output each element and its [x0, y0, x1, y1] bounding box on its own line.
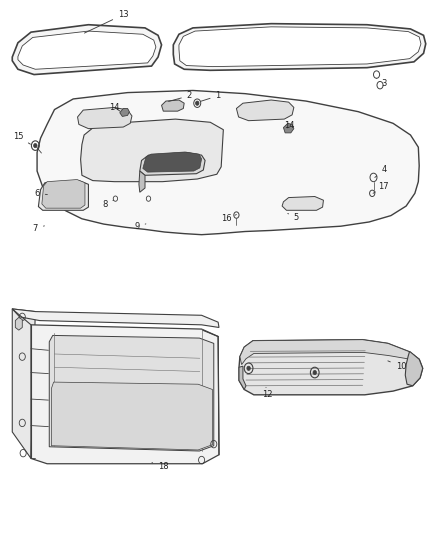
Circle shape	[122, 109, 127, 114]
Text: 13: 13	[85, 10, 129, 33]
Text: 18: 18	[152, 463, 169, 471]
Polygon shape	[240, 340, 415, 365]
Text: 10: 10	[388, 361, 406, 370]
Polygon shape	[162, 100, 184, 111]
Polygon shape	[37, 91, 419, 235]
Text: 5: 5	[288, 213, 299, 222]
Polygon shape	[81, 119, 223, 182]
Polygon shape	[239, 366, 246, 390]
Circle shape	[34, 143, 37, 148]
Text: 14: 14	[284, 122, 295, 131]
Polygon shape	[78, 108, 132, 128]
Polygon shape	[179, 27, 421, 67]
Text: 2: 2	[169, 91, 192, 101]
Polygon shape	[18, 31, 156, 69]
Polygon shape	[39, 181, 88, 211]
Text: 4: 4	[375, 166, 387, 177]
Polygon shape	[405, 351, 423, 386]
Polygon shape	[139, 171, 145, 192]
Polygon shape	[239, 340, 423, 395]
Polygon shape	[120, 109, 129, 116]
Polygon shape	[15, 317, 22, 330]
Circle shape	[313, 370, 317, 375]
Polygon shape	[51, 382, 212, 450]
Polygon shape	[237, 100, 294, 120]
Polygon shape	[140, 152, 205, 175]
Text: 9: 9	[134, 222, 146, 231]
Text: 17: 17	[373, 182, 389, 193]
Polygon shape	[12, 309, 35, 458]
Text: 16: 16	[222, 214, 237, 223]
Polygon shape	[49, 335, 214, 451]
Polygon shape	[282, 197, 323, 211]
Polygon shape	[143, 152, 201, 172]
Text: 6: 6	[35, 189, 47, 198]
Polygon shape	[173, 23, 426, 70]
Polygon shape	[12, 309, 219, 327]
Text: 7: 7	[33, 224, 44, 233]
Circle shape	[195, 101, 199, 106]
Circle shape	[286, 125, 290, 130]
Text: 14: 14	[110, 103, 120, 112]
Circle shape	[247, 366, 251, 370]
Polygon shape	[42, 180, 85, 208]
Polygon shape	[283, 123, 294, 133]
Polygon shape	[31, 325, 219, 464]
Polygon shape	[12, 25, 162, 75]
Text: 8: 8	[102, 200, 114, 209]
Text: 1: 1	[201, 91, 221, 101]
Text: 12: 12	[261, 387, 272, 399]
Text: 3: 3	[377, 78, 387, 88]
Text: 15: 15	[13, 132, 30, 144]
